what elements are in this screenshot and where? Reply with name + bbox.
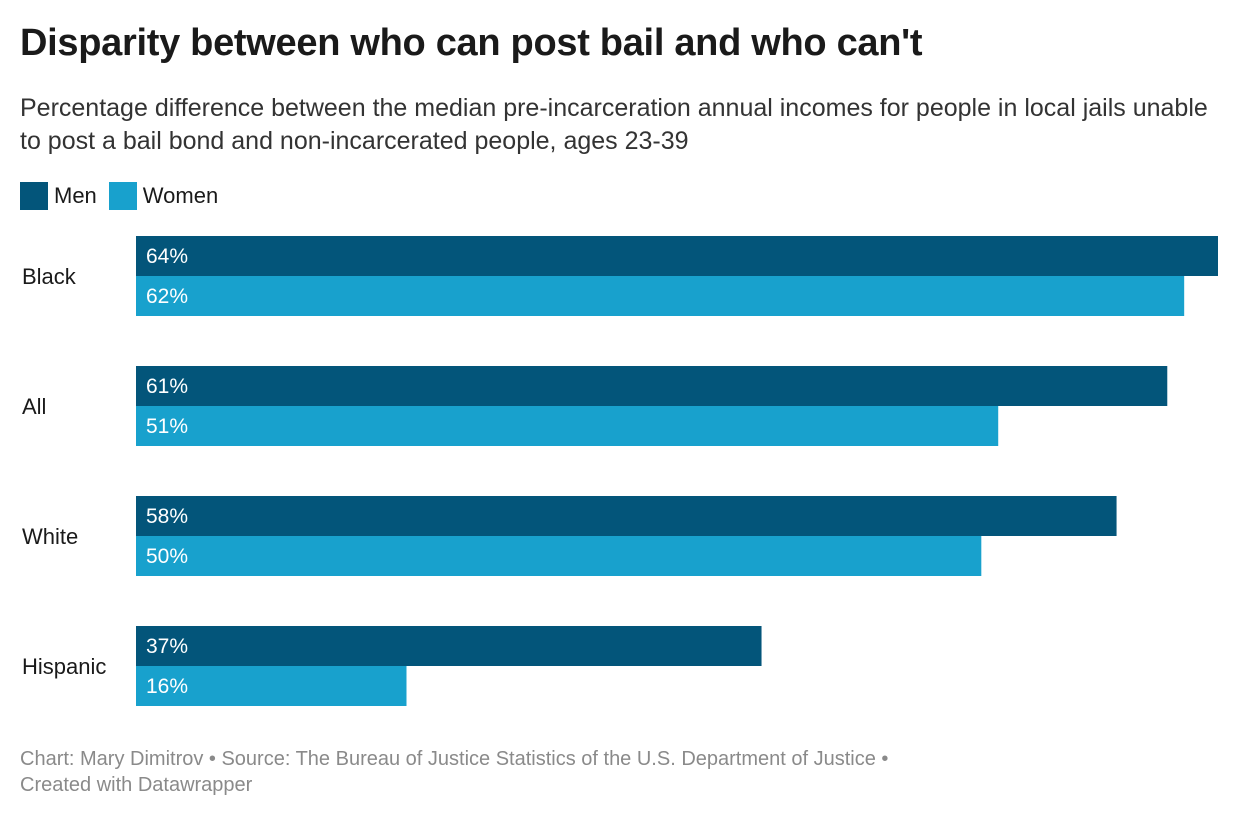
bar-women	[136, 276, 1185, 316]
legend: Men Women	[20, 182, 230, 210]
legend-item-men: Men	[20, 182, 97, 210]
bar-men	[136, 366, 1168, 406]
bar-chart: Black 64% 62% All 61% 51% White 58% 50% Hispanic 3…	[22, 236, 1218, 706]
chart-footer: Chart: Mary Dimitrov • Source: The Burea…	[20, 746, 1020, 798]
footer-created-with: Created with Datawrapper	[20, 774, 253, 796]
bar-women	[136, 666, 407, 706]
bar-value-label: 62%	[146, 285, 188, 308]
bar-value-label: 16%	[146, 675, 188, 698]
chart-title: Disparity between who can post bail and …	[20, 22, 923, 64]
bar-men	[136, 626, 762, 666]
bar-value-label: 51%	[146, 415, 188, 438]
bar-value-label: 50%	[146, 545, 188, 568]
bar-value-label: 37%	[146, 635, 188, 658]
legend-item-women: Women	[108, 182, 219, 210]
bar-value-label: 61%	[146, 375, 188, 398]
legend-label-women: Women	[142, 183, 219, 208]
category-label: Hispanic	[22, 654, 106, 679]
category-label: All	[22, 394, 46, 419]
footer-credit: Chart: Mary Dimitrov • Source: The Burea…	[20, 748, 889, 770]
bar-men	[136, 236, 1218, 276]
bar-women	[136, 406, 999, 446]
legend-swatch-women	[108, 182, 137, 210]
category-label: White	[22, 524, 78, 549]
legend-label-men: Men	[54, 183, 97, 208]
category-label: Black	[22, 264, 77, 289]
bar-men	[136, 496, 1117, 536]
chart-subtitle: Percentage difference between the median…	[20, 94, 1208, 155]
bar-value-label: 58%	[146, 505, 188, 528]
legend-swatch-men	[20, 182, 48, 210]
bar-women	[136, 536, 982, 576]
bar-value-label: 64%	[146, 245, 188, 268]
